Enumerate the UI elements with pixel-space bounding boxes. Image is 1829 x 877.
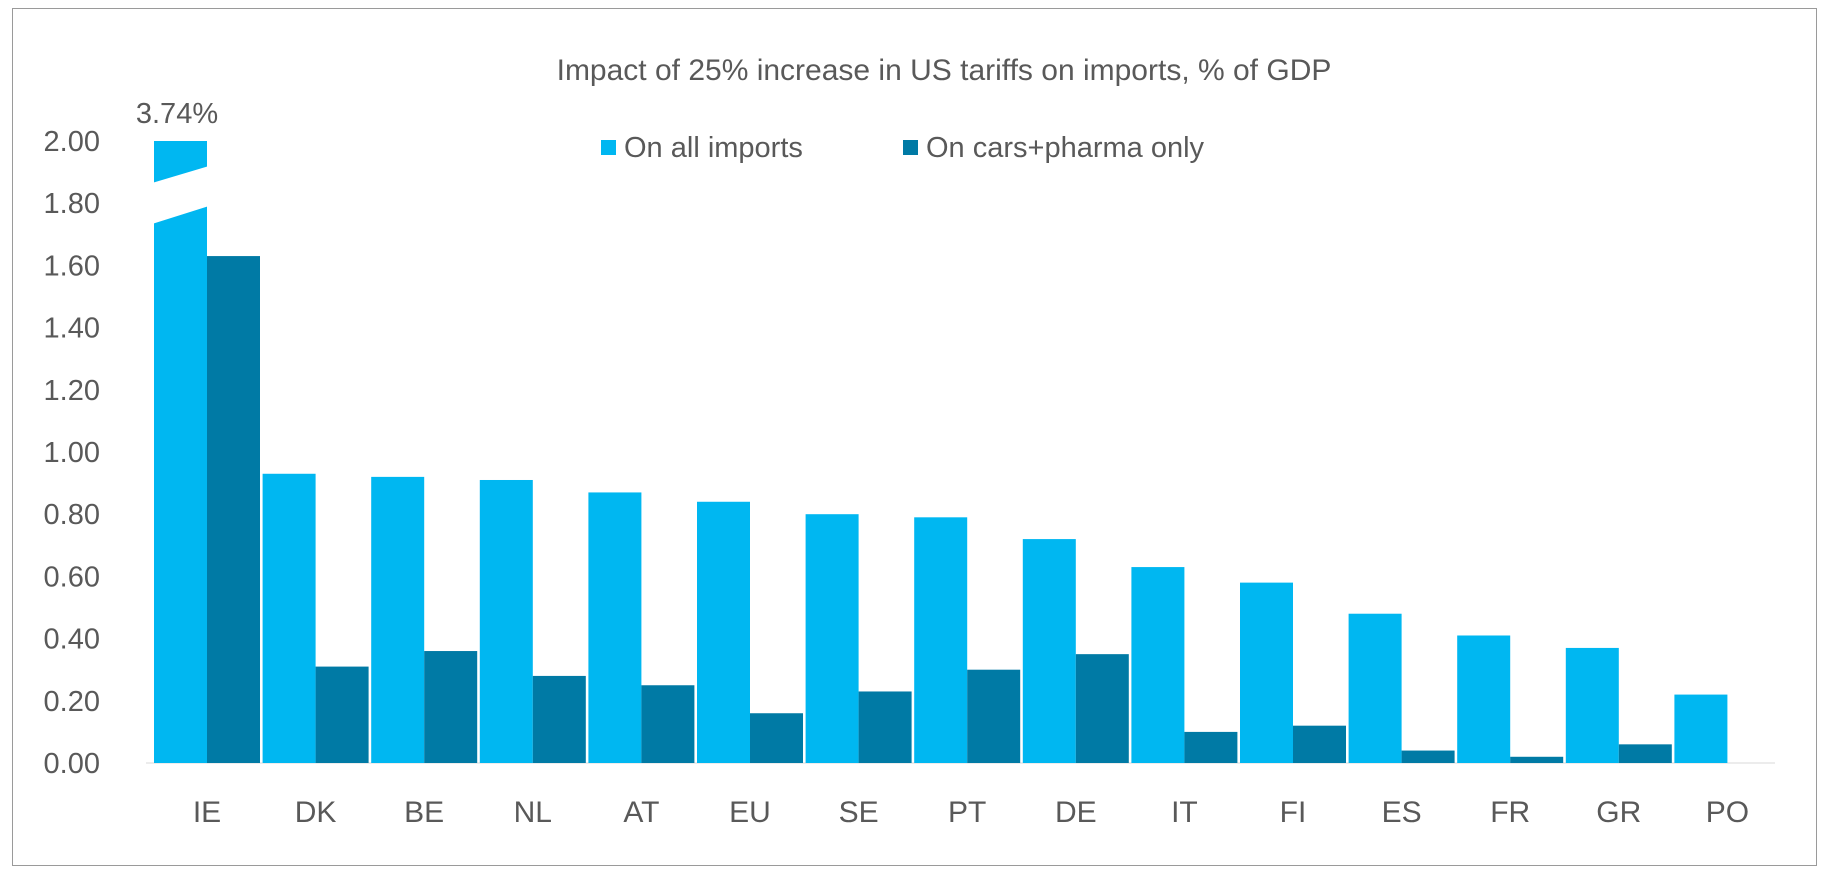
legend-label: On all imports: [624, 132, 803, 164]
bar-it-all-imports: [1131, 567, 1185, 763]
y-tick-label: 1.00: [44, 437, 100, 469]
bars: [152, 141, 1728, 763]
bar-ie-cars-pharma: [207, 256, 260, 763]
x-tick-label: FI: [1280, 796, 1307, 829]
bar-at-cars-pharma: [641, 685, 695, 763]
bar-de-all-imports: [1022, 539, 1076, 763]
bar-at-all-imports: [588, 492, 642, 763]
x-tick-label: DK: [295, 796, 337, 829]
bar-fi-all-imports: [1240, 582, 1293, 763]
x-tick-label: IE: [193, 796, 221, 829]
x-tick-label: FR: [1490, 796, 1530, 829]
y-tick-label: 2.00: [44, 126, 100, 158]
x-tick-label: DE: [1055, 796, 1097, 829]
bar-se-all-imports: [805, 514, 859, 763]
x-tick-label: GR: [1596, 796, 1641, 829]
y-tick-label: 0.20: [44, 686, 100, 718]
legend-swatch: [903, 140, 918, 155]
x-tick-label: PO: [1706, 796, 1749, 829]
bar-dk-all-imports: [262, 473, 316, 763]
bar-de-cars-pharma: [1075, 654, 1129, 763]
chart-title: Impact of 25% increase in US tariffs on …: [557, 54, 1332, 87]
bar-be-cars-pharma: [424, 651, 478, 763]
x-tick-label: NL: [514, 796, 552, 829]
bar-pt-cars-pharma: [967, 669, 1021, 763]
bar-fr-all-imports: [1457, 635, 1511, 763]
x-tick-label: AT: [623, 796, 659, 829]
bar-po-all-imports: [1674, 694, 1728, 763]
bar-eu-all-imports: [697, 501, 750, 763]
bar-gr-cars-pharma: [1618, 744, 1672, 763]
x-axis: IE DK BE NL AT EU SE PT DE IT FI ES FR GR PO: [193, 796, 1749, 829]
x-tick-label: EU: [729, 796, 771, 829]
x-tick-label: ES: [1382, 796, 1422, 829]
y-tick-label: 0.00: [44, 748, 100, 780]
y-tick-label: 0.60: [44, 561, 100, 593]
bar-dk-cars-pharma: [315, 666, 369, 763]
bar-ie-all-imports: [154, 141, 207, 763]
bar-pt-all-imports: [914, 517, 968, 763]
bar-it-cars-pharma: [1184, 731, 1238, 763]
bar-gr-all-imports: [1565, 647, 1619, 763]
legend: On all imports On cars+pharma only: [601, 132, 1205, 164]
x-tick-label: SE: [839, 796, 879, 829]
y-tick-label: 1.80: [44, 188, 100, 220]
bar-se-cars-pharma: [858, 691, 912, 763]
bar-nl-cars-pharma: [532, 675, 586, 763]
bar-es-cars-pharma: [1401, 750, 1455, 763]
bar-nl-all-imports: [479, 479, 533, 763]
y-tick-label: 1.40: [44, 313, 100, 345]
bar-fi-cars-pharma: [1293, 725, 1346, 763]
y-tick-label: 0.80: [44, 499, 100, 531]
bar-be-all-imports: [371, 476, 425, 763]
x-tick-label: IT: [1171, 796, 1198, 829]
bar-es-all-imports: [1348, 613, 1402, 763]
x-tick-label: BE: [404, 796, 444, 829]
x-tick-label: PT: [948, 796, 986, 829]
y-tick-label: 0.40: [44, 624, 100, 656]
bar-eu-cars-pharma: [750, 713, 803, 763]
axis-break-marker: [152, 166, 209, 224]
ie-value-annotation: 3.74%: [136, 98, 218, 130]
bar-fr-cars-pharma: [1510, 756, 1564, 763]
y-tick-label: 1.60: [44, 250, 100, 282]
legend-label: On cars+pharma only: [926, 132, 1205, 164]
legend-swatch: [601, 140, 616, 155]
y-tick-label: 1.20: [44, 375, 100, 407]
